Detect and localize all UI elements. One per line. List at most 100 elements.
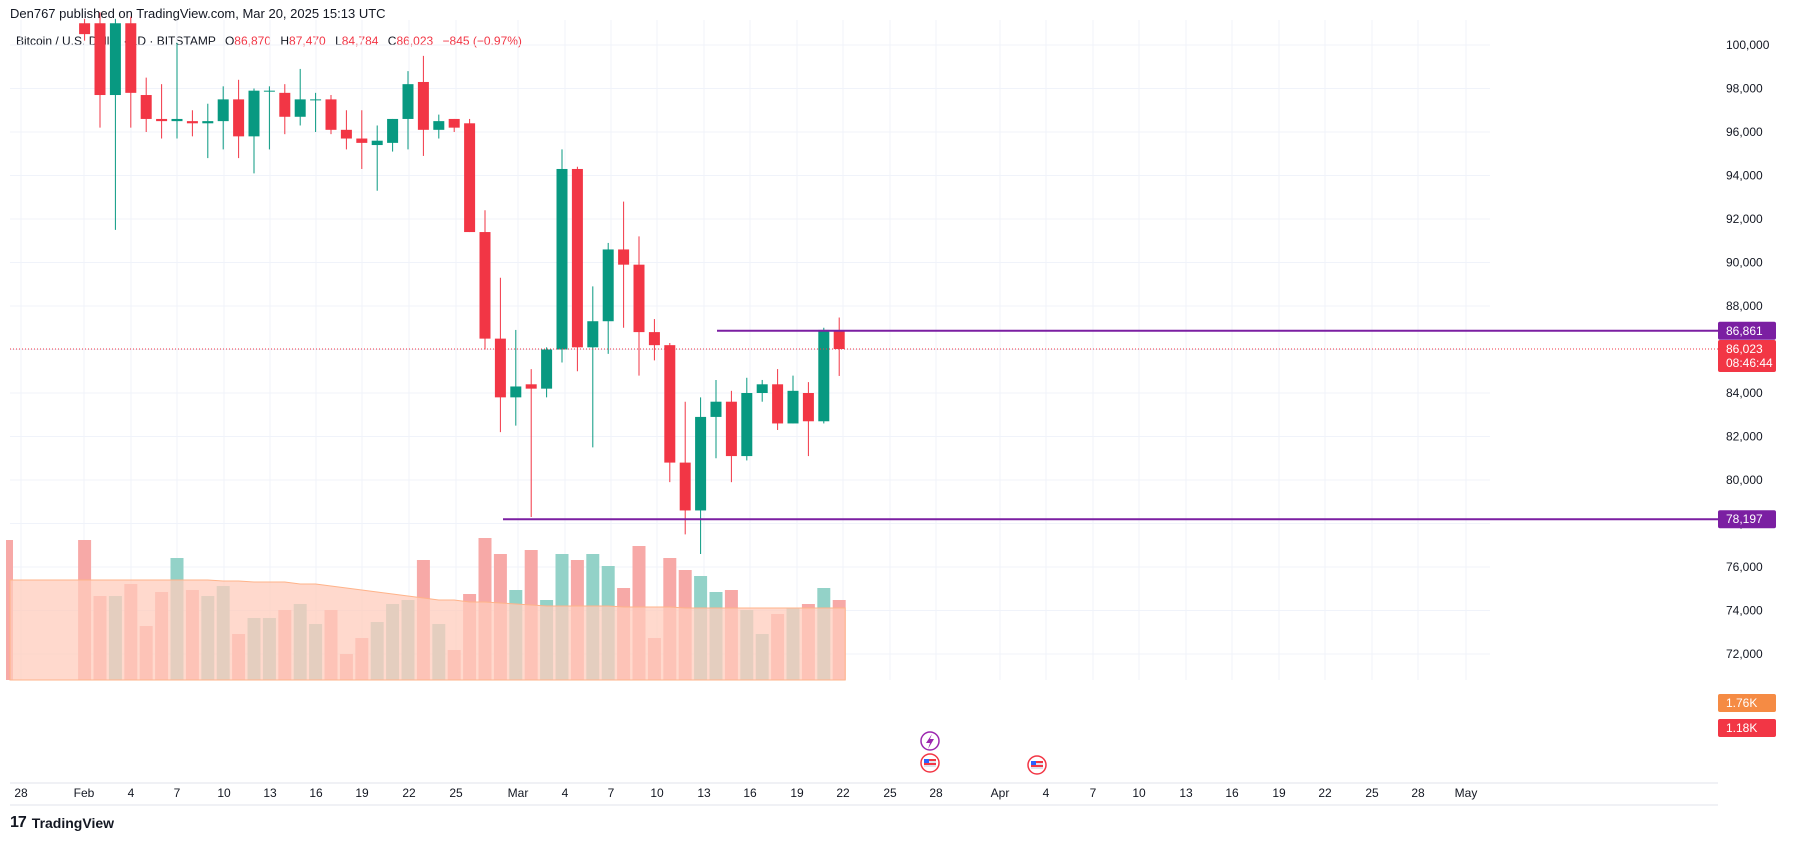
- time-tick-label: 16: [309, 786, 323, 800]
- time-tick-label: 25: [449, 786, 463, 800]
- candle-body: [741, 393, 753, 457]
- time-tick-label: 19: [1272, 786, 1286, 800]
- candles: [79, 12, 845, 554]
- candle-body: [494, 338, 506, 398]
- candle-body: [479, 232, 491, 339]
- level-badge: 78,197: [1718, 510, 1776, 529]
- time-tick-label: 25: [1365, 786, 1379, 800]
- candle-body: [248, 90, 260, 137]
- time-tick-label: 28: [1411, 786, 1425, 800]
- candle-body: [417, 81, 429, 130]
- price-tick-label: 98,000: [1726, 82, 1763, 96]
- candle-body: [772, 384, 784, 424]
- us-event-flag-icon-canton: [1031, 761, 1036, 765]
- volume-last-badge-bg: [1718, 719, 1776, 737]
- candle-body: [310, 99, 322, 101]
- time-tick-label: 13: [263, 786, 277, 800]
- price-tick-label: 92,000: [1726, 212, 1763, 226]
- time-tick-label: 22: [1318, 786, 1332, 800]
- candle-body: [710, 401, 722, 417]
- publisher-line: Den767 published on TradingView.com, Mar…: [10, 6, 386, 21]
- volume-ma-badge-text: 1.76K: [1726, 696, 1757, 710]
- candle-body: [725, 401, 737, 457]
- horizontal-levels[interactable]: [10, 329, 1718, 521]
- level-badge-text: 78,197: [1726, 512, 1763, 526]
- us-event-flag-icon-stripe: [924, 759, 936, 761]
- time-axis[interactable]: 28 Feb 4 7 10 13 16 19 22 25 Mar 4 7 10 13 16 19 22 25 28 Ap…: [10, 782, 1718, 806]
- us-event-flag-icon-stripe: [924, 763, 936, 765]
- candle-body: [802, 393, 814, 422]
- us-event-flag-icon: [920, 753, 940, 773]
- candle-body: [648, 332, 660, 346]
- time-tick-label: 28: [14, 786, 28, 800]
- candle-body: [571, 168, 583, 348]
- price-tick-label: 74,000: [1726, 604, 1763, 618]
- price-tick-label: 88,000: [1726, 299, 1763, 313]
- candle-body: [448, 118, 460, 128]
- us-event-flag-icon-stripe: [1031, 761, 1043, 763]
- volume-last-badge-text: 1.18K: [1726, 721, 1757, 735]
- time-tick-label: 4: [128, 786, 135, 800]
- price-tick-label: 72,000: [1726, 647, 1763, 661]
- volume-last-badge: 1.18K: [1718, 719, 1776, 737]
- candle-body: [202, 121, 214, 124]
- candle-body: [156, 118, 168, 122]
- time-tick-label: 16: [743, 786, 757, 800]
- candle-body: [125, 23, 137, 93]
- price-tick-label: 100,000: [1726, 38, 1770, 52]
- candle-body: [664, 345, 676, 463]
- event-icons[interactable]: [920, 731, 1047, 775]
- candle-body: [587, 321, 599, 348]
- tradingview-brand: TradingView: [31, 815, 115, 831]
- candle-body: [633, 264, 645, 333]
- candle-body: [433, 121, 445, 130]
- last-price-badge-text: 86,023: [1726, 342, 1763, 356]
- level-badge-bg: [1718, 321, 1776, 340]
- candle-body: [525, 384, 537, 389]
- price-tick-label: 76,000: [1726, 560, 1763, 574]
- candle-body: [541, 349, 553, 389]
- volume-ma-area: [9, 579, 846, 681]
- candle-body: [140, 95, 152, 119]
- time-tick-label: 7: [174, 786, 181, 800]
- time-tick-label: 16: [1225, 786, 1239, 800]
- candle-body: [171, 118, 183, 122]
- us-event-flag-icon-canton: [924, 759, 929, 763]
- candle-body: [510, 386, 522, 398]
- candle-body: [186, 121, 198, 124]
- candle-body: [217, 99, 229, 122]
- candle-body: [233, 99, 245, 137]
- candle-body: [695, 416, 707, 511]
- price-tick-label: 84,000: [1726, 386, 1763, 400]
- grid-lines: [10, 20, 1490, 680]
- time-tick-label: 22: [402, 786, 416, 800]
- candle-body: [556, 168, 568, 350]
- level-badge-bg: [1718, 510, 1776, 529]
- price-axis[interactable]: 100,000 98,000 96,000 94,000 92,000 90,000 88,…: [1718, 0, 1793, 780]
- tradingview-footer[interactable]: 17 TradingView: [10, 814, 114, 832]
- candle-body: [263, 90, 275, 92]
- candle-body: [602, 249, 614, 322]
- time-tick-label: 13: [1179, 786, 1193, 800]
- level-badge: 86,861: [1718, 321, 1776, 340]
- candle-body: [356, 138, 368, 143]
- candle-body: [371, 140, 383, 146]
- candle-body: [387, 118, 399, 143]
- price-tick-label: 82,000: [1726, 430, 1763, 444]
- candle-body: [464, 123, 476, 233]
- candle-body: [833, 330, 845, 349]
- time-tick-label: 7: [608, 786, 615, 800]
- time-tick-label: 10: [650, 786, 664, 800]
- candle-body: [618, 249, 630, 265]
- candle-body: [94, 23, 106, 96]
- time-tick-label: Feb: [74, 786, 95, 800]
- time-tick-label: Apr: [991, 786, 1010, 800]
- candle-body: [340, 129, 352, 139]
- volume-ma-badge: 1.76K: [1718, 694, 1776, 712]
- candle-body: [109, 23, 121, 96]
- time-tick-label: 4: [1043, 786, 1050, 800]
- candle-body: [294, 99, 306, 117]
